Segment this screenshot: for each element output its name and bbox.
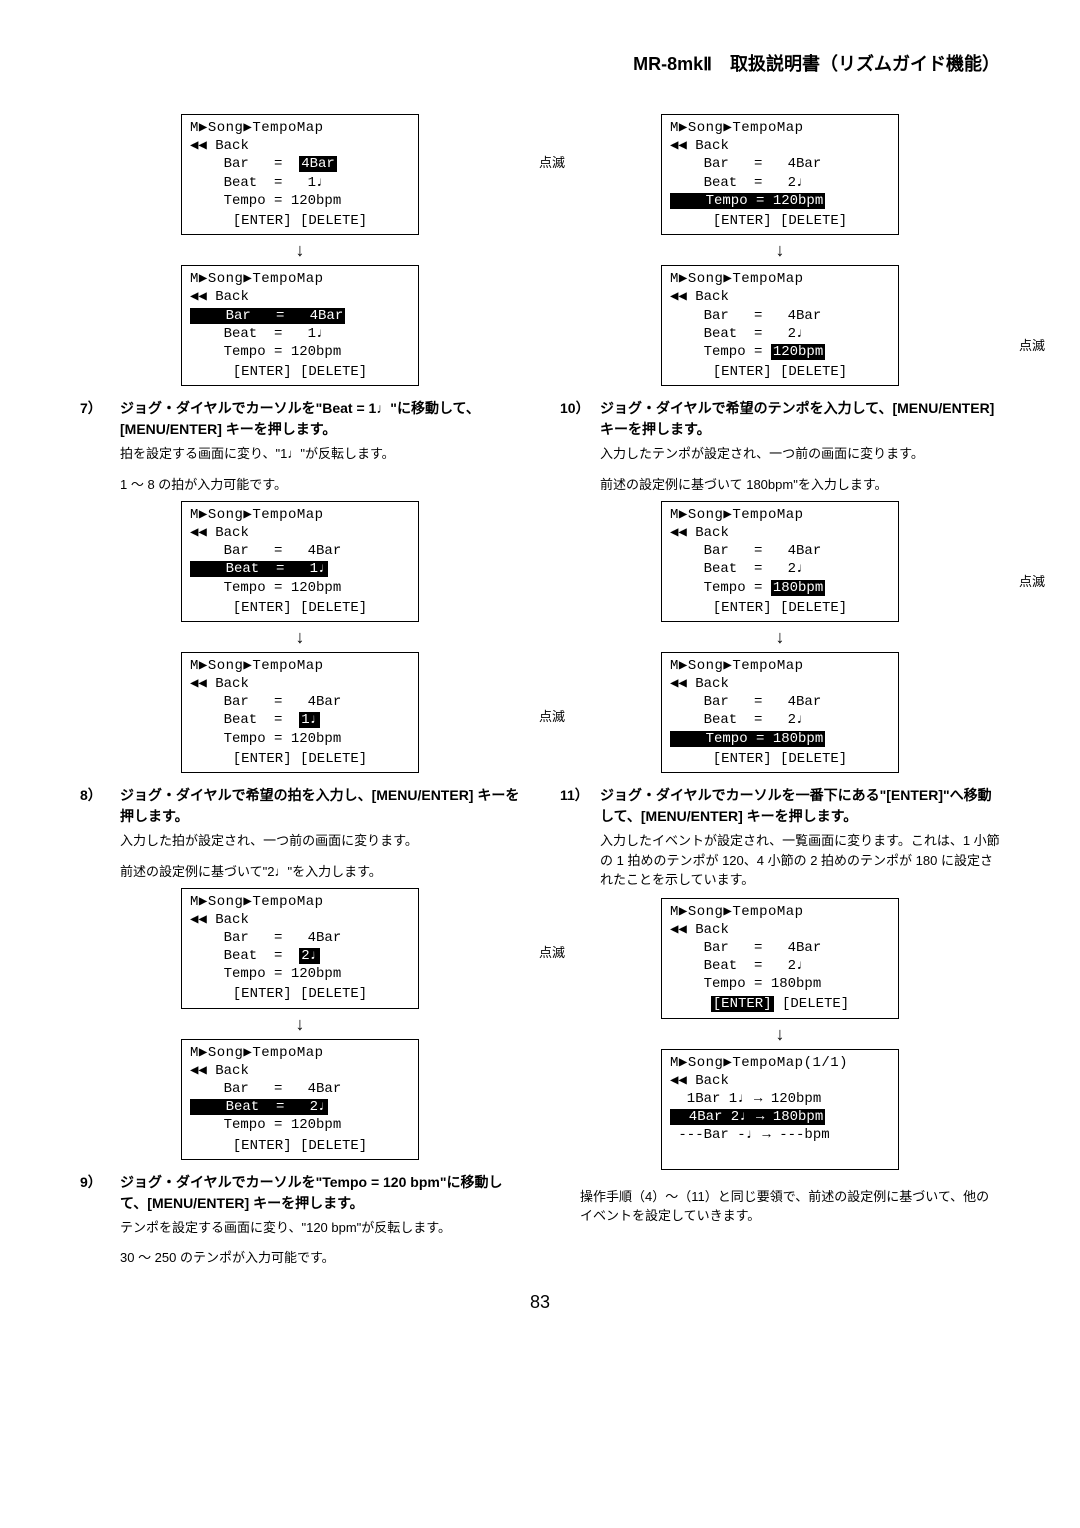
- lcd-screen: M▶Song▶TempoMap ◀◀ Back Bar = 4Bar Beat …: [661, 114, 899, 235]
- blink-label: 点滅: [1019, 571, 1045, 590]
- blink-label: 点滅: [1019, 335, 1045, 354]
- right-column: M▶Song▶TempoMap ◀◀ Back Bar = 4Bar Beat …: [560, 106, 1000, 1272]
- step-8: 8） ジョグ・ダイヤルで希望の拍を入力し、[MENU/ENTER] キーを押しま…: [80, 785, 520, 851]
- lcd-screen: M▶Song▶TempoMap ◀◀ Back Bar = 4Bar Beat …: [661, 265, 899, 386]
- blink-label: 点滅: [539, 152, 565, 171]
- note: 30 ～ 250 のテンポが入力可能です。: [120, 1247, 520, 1266]
- page-header: MR-8mkⅡ 取扱説明書（リズムガイド機能）: [80, 50, 1000, 76]
- arrow-down-icon: ↓: [560, 628, 1000, 646]
- arrow-down-icon: ↓: [80, 628, 520, 646]
- blink-label: 点滅: [539, 706, 565, 725]
- step-7: 7） ジョグ・ダイヤルでカーソルを"Beat = 1♩"に移動して、[MENU/…: [80, 398, 520, 464]
- arrow-down-icon: ↓: [80, 1015, 520, 1033]
- blink-label: 点滅: [539, 942, 565, 961]
- lcd-screen: M▶Song▶TempoMap ◀◀ Back Bar = 4Bar Beat …: [181, 114, 419, 235]
- lcd-screen: M▶Song▶TempoMap ◀◀ Back Bar = 4Bar Beat …: [181, 888, 419, 1009]
- arrow-down-icon: ↓: [80, 241, 520, 259]
- step-10: 10） ジョグ・ダイヤルで希望のテンポを入力して、[MENU/ENTER] キー…: [560, 398, 1000, 464]
- step-11: 11） ジョグ・ダイヤルでカーソルを一番下にある"[ENTER]"へ移動して、[…: [560, 785, 1000, 890]
- lcd-screen: M▶Song▶TempoMap ◀◀ Back Bar = 4Bar Beat …: [181, 652, 419, 773]
- lcd-screen: M▶Song▶TempoMap ◀◀ Back Bar = 4Bar Beat …: [661, 501, 899, 622]
- note: 操作手順（4）～（11）と同じ要領で、前述の設定例に基づいて、他のイベントを設定…: [580, 1186, 1000, 1224]
- lcd-screen-list: M▶Song▶TempoMap(1/1) ◀◀ Back 1Bar 1♩ → 1…: [661, 1049, 899, 1170]
- step-9: 9） ジョグ・ダイヤルでカーソルを"Tempo = 120 bpm"に移動して、…: [80, 1172, 520, 1238]
- page-number: 83: [80, 1292, 1000, 1313]
- note: 前述の設定例に基づいて"2♩"を入力します。: [120, 861, 520, 880]
- lcd-screen: M▶Song▶TempoMap ◀◀ Back Bar = 4Bar Beat …: [181, 501, 419, 622]
- lcd-screen: M▶Song▶TempoMap ◀◀ Back Bar = 4Bar Beat …: [661, 898, 899, 1019]
- left-column: M▶Song▶TempoMap ◀◀ Back Bar = 4Bar Beat …: [80, 106, 520, 1272]
- lcd-screen: M▶Song▶TempoMap ◀◀ Back Bar = 4Bar Beat …: [661, 652, 899, 773]
- lcd-screen: M▶Song▶TempoMap ◀◀ Back Bar = 4Bar Beat …: [181, 1039, 419, 1160]
- note: 1 ～ 8 の拍が入力可能です。: [120, 474, 520, 493]
- lcd-screen: M▶Song▶TempoMap ◀◀ Back Bar = 4Bar Beat …: [181, 265, 419, 386]
- note: 前述の設定例に基づいて 180bpm"を入力します。: [600, 474, 1000, 493]
- arrow-down-icon: ↓: [560, 1025, 1000, 1043]
- arrow-down-icon: ↓: [560, 241, 1000, 259]
